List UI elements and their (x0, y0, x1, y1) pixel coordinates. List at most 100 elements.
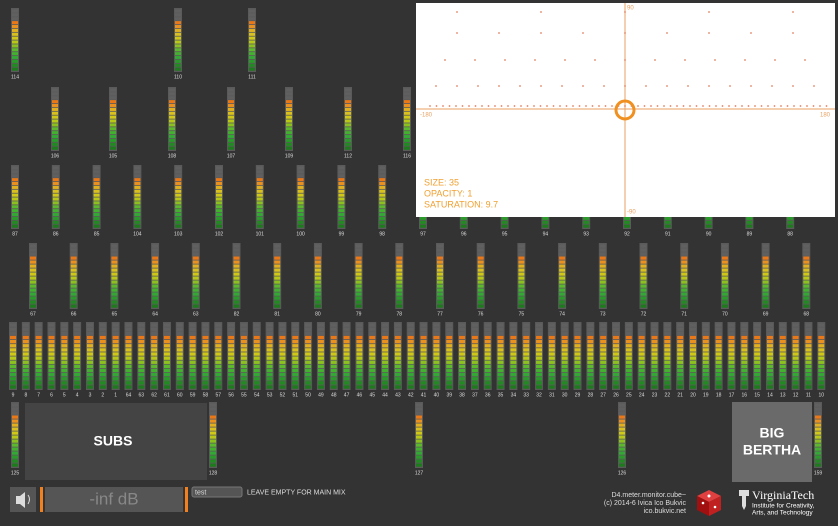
meter-segment (249, 52, 255, 56)
meter-body (547, 322, 556, 390)
meter-body (720, 243, 729, 309)
meter-segment (216, 213, 222, 217)
position-handle[interactable] (614, 99, 636, 121)
meter-segment (345, 100, 351, 104)
meter-label: 116 (403, 153, 411, 159)
meter-label: 64 (152, 311, 158, 317)
meter-segment (86, 348, 93, 352)
meter-segment (274, 264, 281, 268)
dot (585, 105, 587, 107)
meter-segment (86, 373, 93, 377)
meter-segment (10, 373, 16, 377)
meter-segment (86, 381, 93, 385)
meter-segment (523, 381, 530, 385)
meter-segment (52, 213, 59, 217)
meter-segment (74, 340, 81, 344)
meter-segment (169, 92, 175, 96)
meter-segment (379, 220, 386, 224)
meter: 72 (639, 243, 648, 317)
meter-segment (638, 344, 645, 348)
meter-segment (702, 377, 709, 381)
meter-body (21, 322, 30, 390)
meter-label: 44 (382, 392, 388, 398)
meter-segment (22, 340, 29, 344)
meter-segment (446, 364, 453, 369)
meter-segment (356, 364, 363, 369)
subs-button[interactable] (25, 403, 207, 480)
meter-segment (192, 272, 199, 276)
meter-segment (317, 323, 324, 327)
meter-segment (249, 40, 255, 44)
meter-segment (175, 201, 182, 205)
meter-segment (305, 368, 312, 373)
meter-segment (169, 111, 175, 115)
meter-segment (599, 244, 606, 248)
meter-segment (189, 373, 196, 377)
meter-body (174, 8, 182, 72)
meter-segment (818, 381, 825, 385)
meter-segment (762, 268, 769, 272)
meter-segment (518, 276, 525, 280)
meter-label: 29 (575, 392, 581, 398)
meter-segment (274, 252, 281, 256)
meter-segment (561, 385, 568, 389)
meter-segment (169, 107, 175, 111)
meter: 49 (316, 322, 325, 398)
meter-segment (345, 142, 351, 146)
meter: 67 (29, 243, 37, 317)
meter-segment (651, 352, 658, 356)
meter: 21 (676, 322, 685, 398)
meter-segment (93, 170, 100, 174)
meter-segment (134, 178, 141, 182)
input-box[interactable] (191, 486, 243, 498)
big-bertha-button[interactable] (732, 402, 812, 482)
meter-segment (286, 115, 292, 119)
meter-segment (253, 344, 260, 348)
meter-segment (292, 385, 299, 389)
meter-segment (286, 96, 292, 100)
meter-segment (600, 335, 607, 340)
meter-segment (379, 166, 386, 170)
meter-segment (721, 296, 728, 300)
meter-segment (297, 213, 304, 217)
meter-segment (256, 197, 263, 201)
meter-segment (93, 193, 100, 197)
meter-segment (175, 44, 181, 48)
meter-segment (61, 381, 68, 385)
meter-segment (210, 459, 216, 463)
meter-segment (110, 142, 116, 146)
meter-segment (446, 335, 453, 340)
meter-segment (446, 352, 453, 356)
meter-segment (437, 296, 443, 300)
meter-segment (52, 104, 58, 108)
meter-segment (233, 244, 240, 248)
meter: 64 (151, 243, 160, 317)
meter-segment (86, 356, 93, 360)
meter-segment (420, 323, 427, 327)
meter-segment (93, 197, 100, 201)
meter-segment (638, 340, 645, 344)
meter-segment (297, 189, 304, 193)
meter-label: 51 (292, 392, 298, 398)
meter-segment (52, 170, 59, 174)
meter-segment (48, 385, 55, 389)
meter-segment (420, 335, 427, 340)
meter-segment (651, 348, 658, 352)
meter-segment (587, 373, 594, 377)
meter-segment (369, 364, 376, 369)
meter-segment (779, 377, 786, 381)
meter-segment (134, 193, 141, 197)
meter-segment (600, 377, 607, 381)
meter-segment (818, 327, 825, 331)
meter-segment (640, 248, 647, 252)
meter-segment (30, 304, 36, 308)
meter: 13 (778, 322, 787, 398)
meter-segment (52, 127, 58, 131)
meter-label: 16 (742, 392, 748, 398)
meter-segment (330, 381, 337, 385)
spatial-panel: 90 -180 180 -90 SIZE: 35 OPACITY: 1 SATU… (416, 3, 835, 217)
meter-segment (22, 360, 29, 364)
meter-segment (317, 381, 324, 385)
meter-segment (99, 348, 106, 352)
meter-segment (297, 201, 304, 205)
